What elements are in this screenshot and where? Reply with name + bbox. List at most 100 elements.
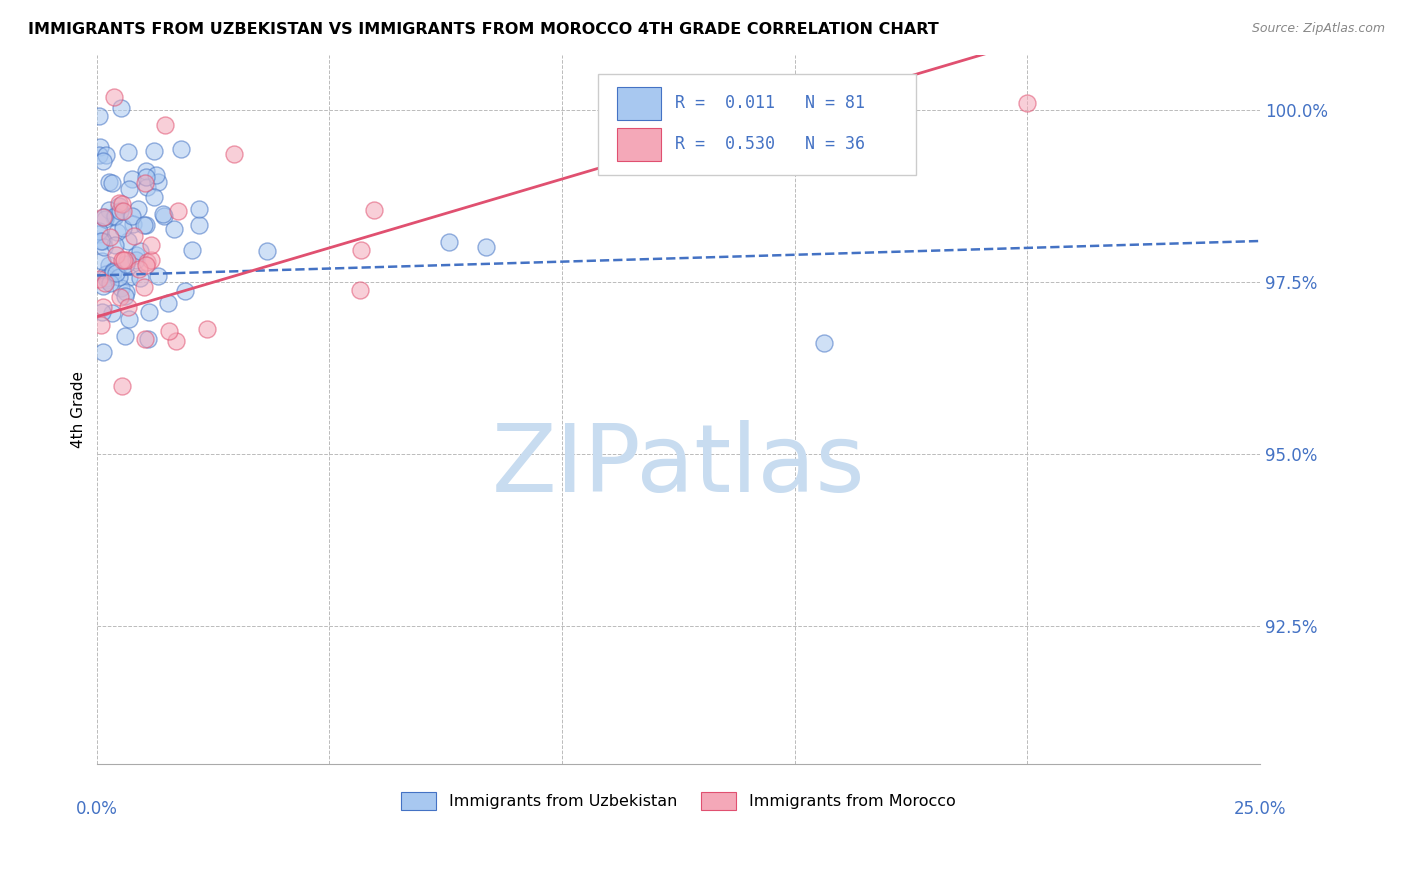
Point: [96, 148, 118, 162]
Point: [108, 270, 131, 285]
Point: [98, 202, 121, 217]
Point: [98, 276, 121, 290]
Point: [112, 221, 135, 235]
Point: [105, 225, 128, 239]
Point: [98, 258, 121, 272]
Point: [170, 142, 193, 156]
Point: [127, 202, 149, 216]
Point: [110, 197, 132, 211]
Point: [122, 229, 145, 244]
Bar: [617, 87, 661, 120]
Point: [91, 210, 114, 224]
Point: [1017, 96, 1039, 111]
Point: [136, 255, 159, 269]
Point: [117, 235, 139, 249]
Point: [122, 217, 145, 231]
Point: [157, 324, 180, 338]
Point: [101, 306, 124, 320]
Point: [118, 270, 141, 285]
Point: [173, 284, 195, 298]
Point: [129, 271, 152, 285]
Point: [138, 305, 160, 319]
Point: [108, 290, 131, 304]
Point: [96, 271, 118, 285]
Point: [111, 252, 134, 267]
Point: [94, 211, 117, 226]
Point: [94, 276, 117, 290]
Point: [110, 281, 132, 295]
Point: [103, 89, 125, 103]
Legend: Immigrants from Uzbekistan, Immigrants from Morocco: Immigrants from Uzbekistan, Immigrants f…: [395, 785, 962, 816]
Point: [363, 203, 385, 218]
Point: [187, 202, 209, 216]
Point: [870, 137, 893, 152]
Point: [98, 175, 121, 189]
Point: [135, 164, 157, 178]
Point: [128, 261, 150, 276]
Point: [118, 182, 141, 196]
FancyBboxPatch shape: [598, 73, 915, 175]
Point: [112, 204, 135, 219]
Point: [91, 279, 114, 293]
Point: [135, 169, 157, 184]
Point: [162, 222, 184, 236]
Point: [121, 209, 143, 223]
Point: [110, 101, 132, 115]
Point: [146, 175, 169, 189]
Point: [93, 240, 115, 254]
Point: [91, 153, 114, 168]
Point: [104, 209, 127, 223]
Point: [195, 322, 218, 336]
Point: [132, 219, 155, 233]
Point: [153, 118, 176, 132]
Point: [181, 243, 204, 257]
Point: [90, 318, 112, 333]
Text: R =  0.011   N = 81: R = 0.011 N = 81: [675, 95, 865, 112]
Point: [87, 109, 110, 123]
Point: [121, 172, 143, 186]
Point: [118, 312, 141, 326]
Point: [101, 265, 124, 279]
Point: [349, 283, 371, 297]
Text: IMMIGRANTS FROM UZBEKISTAN VS IMMIGRANTS FROM MOROCCO 4TH GRADE CORRELATION CHAR: IMMIGRANTS FROM UZBEKISTAN VS IMMIGRANTS…: [28, 22, 939, 37]
Point: [110, 378, 132, 392]
Text: Source: ZipAtlas.com: Source: ZipAtlas.com: [1251, 22, 1385, 36]
Point: [91, 235, 114, 249]
Point: [114, 289, 136, 303]
Point: [136, 332, 159, 346]
Point: [146, 268, 169, 283]
Point: [100, 176, 122, 190]
Point: [134, 176, 156, 190]
Point: [94, 267, 117, 281]
Point: [112, 252, 135, 267]
Point: [350, 244, 373, 258]
Point: [108, 203, 131, 218]
Point: [93, 210, 115, 224]
Point: [139, 238, 162, 252]
Point: [87, 272, 110, 286]
Point: [152, 206, 174, 220]
Point: [87, 227, 110, 241]
Point: [128, 244, 150, 259]
Point: [104, 267, 127, 281]
Bar: [617, 128, 661, 161]
Point: [114, 328, 136, 343]
Point: [90, 235, 112, 249]
Point: [91, 345, 114, 359]
Point: [134, 332, 156, 346]
Text: ZIPatlas: ZIPatlas: [492, 420, 865, 512]
Point: [98, 229, 121, 244]
Point: [117, 145, 139, 159]
Point: [108, 196, 131, 211]
Point: [103, 264, 125, 278]
Point: [115, 257, 138, 271]
Point: [91, 254, 114, 268]
Point: [437, 235, 460, 249]
Point: [135, 179, 157, 194]
Point: [115, 253, 138, 268]
Point: [125, 248, 148, 262]
Point: [135, 258, 157, 272]
Point: [166, 204, 188, 219]
Point: [132, 280, 155, 294]
Point: [125, 252, 148, 267]
